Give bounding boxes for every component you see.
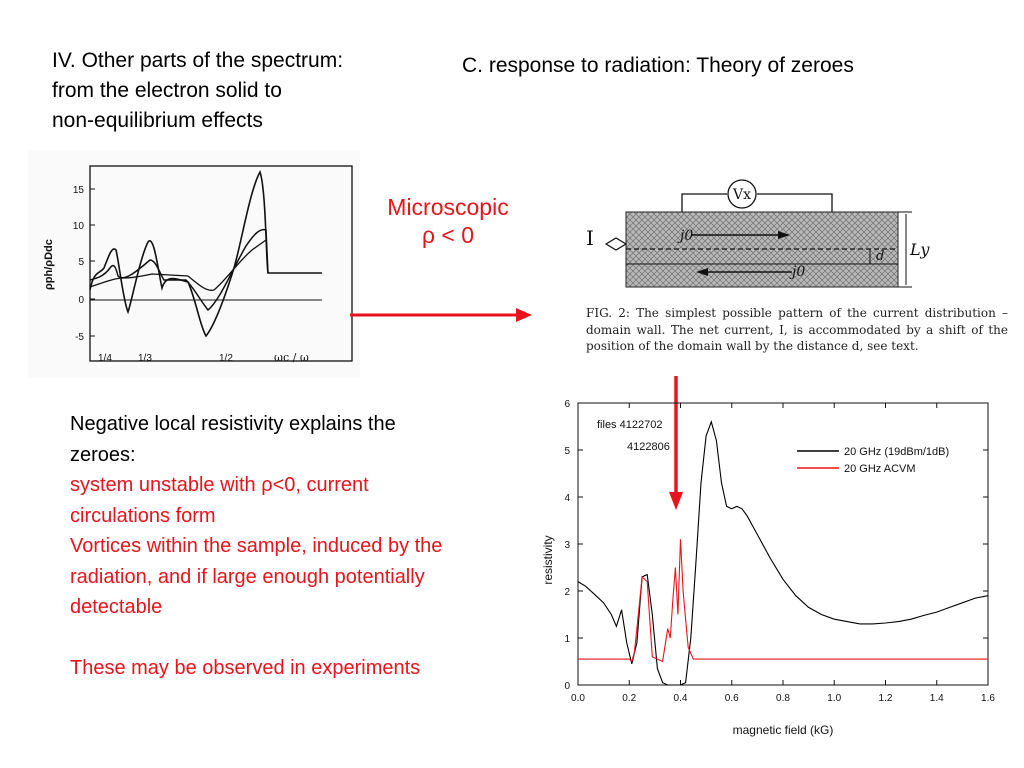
- j-bottom-label: j0: [789, 264, 805, 280]
- x-tick-label: 0.8: [776, 693, 790, 704]
- x-tick-label: 1.6: [981, 693, 995, 704]
- explanation-red-1: system unstable with ρ<0, current circul…: [70, 474, 369, 527]
- y-tick-label: 6: [564, 399, 570, 410]
- x-tick-label: 1.2: [879, 693, 893, 704]
- y-tick-label: 1: [564, 634, 570, 645]
- figure-caption: FIG. 2: The simplest possible pattern of…: [586, 306, 1008, 353]
- legend-label-1: 20 GHz (19dBm/1dB): [844, 446, 949, 458]
- theory-xtick-third: 1/3: [138, 353, 152, 364]
- chart-xlabel: magnetic field (kG): [733, 723, 834, 737]
- theory-xtick-half: 1/2: [219, 353, 233, 364]
- theory-ytick-0: 0: [78, 295, 84, 306]
- voltmeter-label: Vx: [732, 187, 751, 203]
- microscopic-line-1: Microscopic: [387, 194, 509, 220]
- series-line-2: [578, 539, 988, 663]
- chart-annotation-2: 4122806: [627, 441, 670, 453]
- j-top-label: j0: [677, 228, 693, 244]
- explanation-red-3: These may be observed in experiments: [70, 656, 421, 679]
- chart-annotation-1: files 4122702: [597, 419, 662, 431]
- chart-ylabel: resistivity: [541, 535, 555, 584]
- explanation-red-2: Vortices within the sample, induced by t…: [70, 535, 443, 618]
- x-tick-label: 0.4: [674, 693, 688, 704]
- theory-ytick-5: 5: [78, 257, 84, 268]
- vertical-arrow-icon: [669, 376, 683, 510]
- legend-label-2: 20 GHz ACVM: [844, 463, 916, 475]
- y-tick-label: 4: [564, 493, 570, 504]
- d-label: d: [876, 249, 884, 264]
- x-tick-label: 0.0: [571, 693, 585, 704]
- resistivity-chart: 0.0 0.2 0.4 0.6 0.8 1.0 1.2 1.4 1.6 0 1 2 3 4 5 6 files…: [541, 399, 995, 737]
- current-label: I: [586, 226, 594, 250]
- y-tick-label: 3: [564, 540, 570, 551]
- title-left-line-3: non-equilibrium effects: [52, 109, 263, 132]
- x-tick-label: 1.4: [930, 693, 944, 704]
- theory-xtick-quarter: 1/4: [98, 353, 112, 364]
- explanation-text: Negative local resistivity explains the …: [70, 409, 465, 683]
- slide-title-left: IV. Other parts of the spectrum: from th…: [52, 46, 442, 136]
- x-tick-label: 0.6: [725, 693, 739, 704]
- microscopic-label: Microscopic ρ < 0: [356, 193, 540, 249]
- theory-ytick-15: 15: [73, 185, 85, 196]
- y-tick-label: 2: [564, 587, 570, 598]
- domain-wall-schematic: Vx I j0 j0 Ly d: [586, 179, 930, 288]
- microscopic-line-2: ρ < 0: [421, 222, 475, 248]
- theory-plot: 15 10 5 0 -5 1/4 1/3 1/2 ωc / ω ρph/ρDdc: [28, 150, 360, 378]
- theory-ylabel: ρph/ρDdc: [43, 239, 55, 290]
- theory-plot-frame: [89, 165, 353, 362]
- y-tick-label: 0: [564, 681, 570, 692]
- theory-ytick-10: 10: [73, 221, 85, 232]
- horizontal-arrow-icon: [350, 308, 532, 322]
- series-line-1: [577, 419, 989, 686]
- explanation-line-1: Negative local resistivity explains the …: [70, 413, 396, 466]
- y-tick-label: 5: [564, 446, 570, 457]
- title-left-line-1: IV. Other parts of the spectrum:: [52, 49, 344, 72]
- title-left-line-2: from the electron solid to: [52, 79, 282, 102]
- voltmeter-icon: [727, 179, 757, 209]
- theory-ytick-m5: -5: [75, 332, 84, 343]
- theory-xlabel: ωc / ω: [274, 351, 309, 364]
- ly-label: Ly: [909, 240, 930, 259]
- slide-title-right: C. response to radiation: Theory of zero…: [462, 54, 854, 77]
- x-tick-label: 1.0: [827, 693, 841, 704]
- x-tick-label: 0.2: [622, 693, 636, 704]
